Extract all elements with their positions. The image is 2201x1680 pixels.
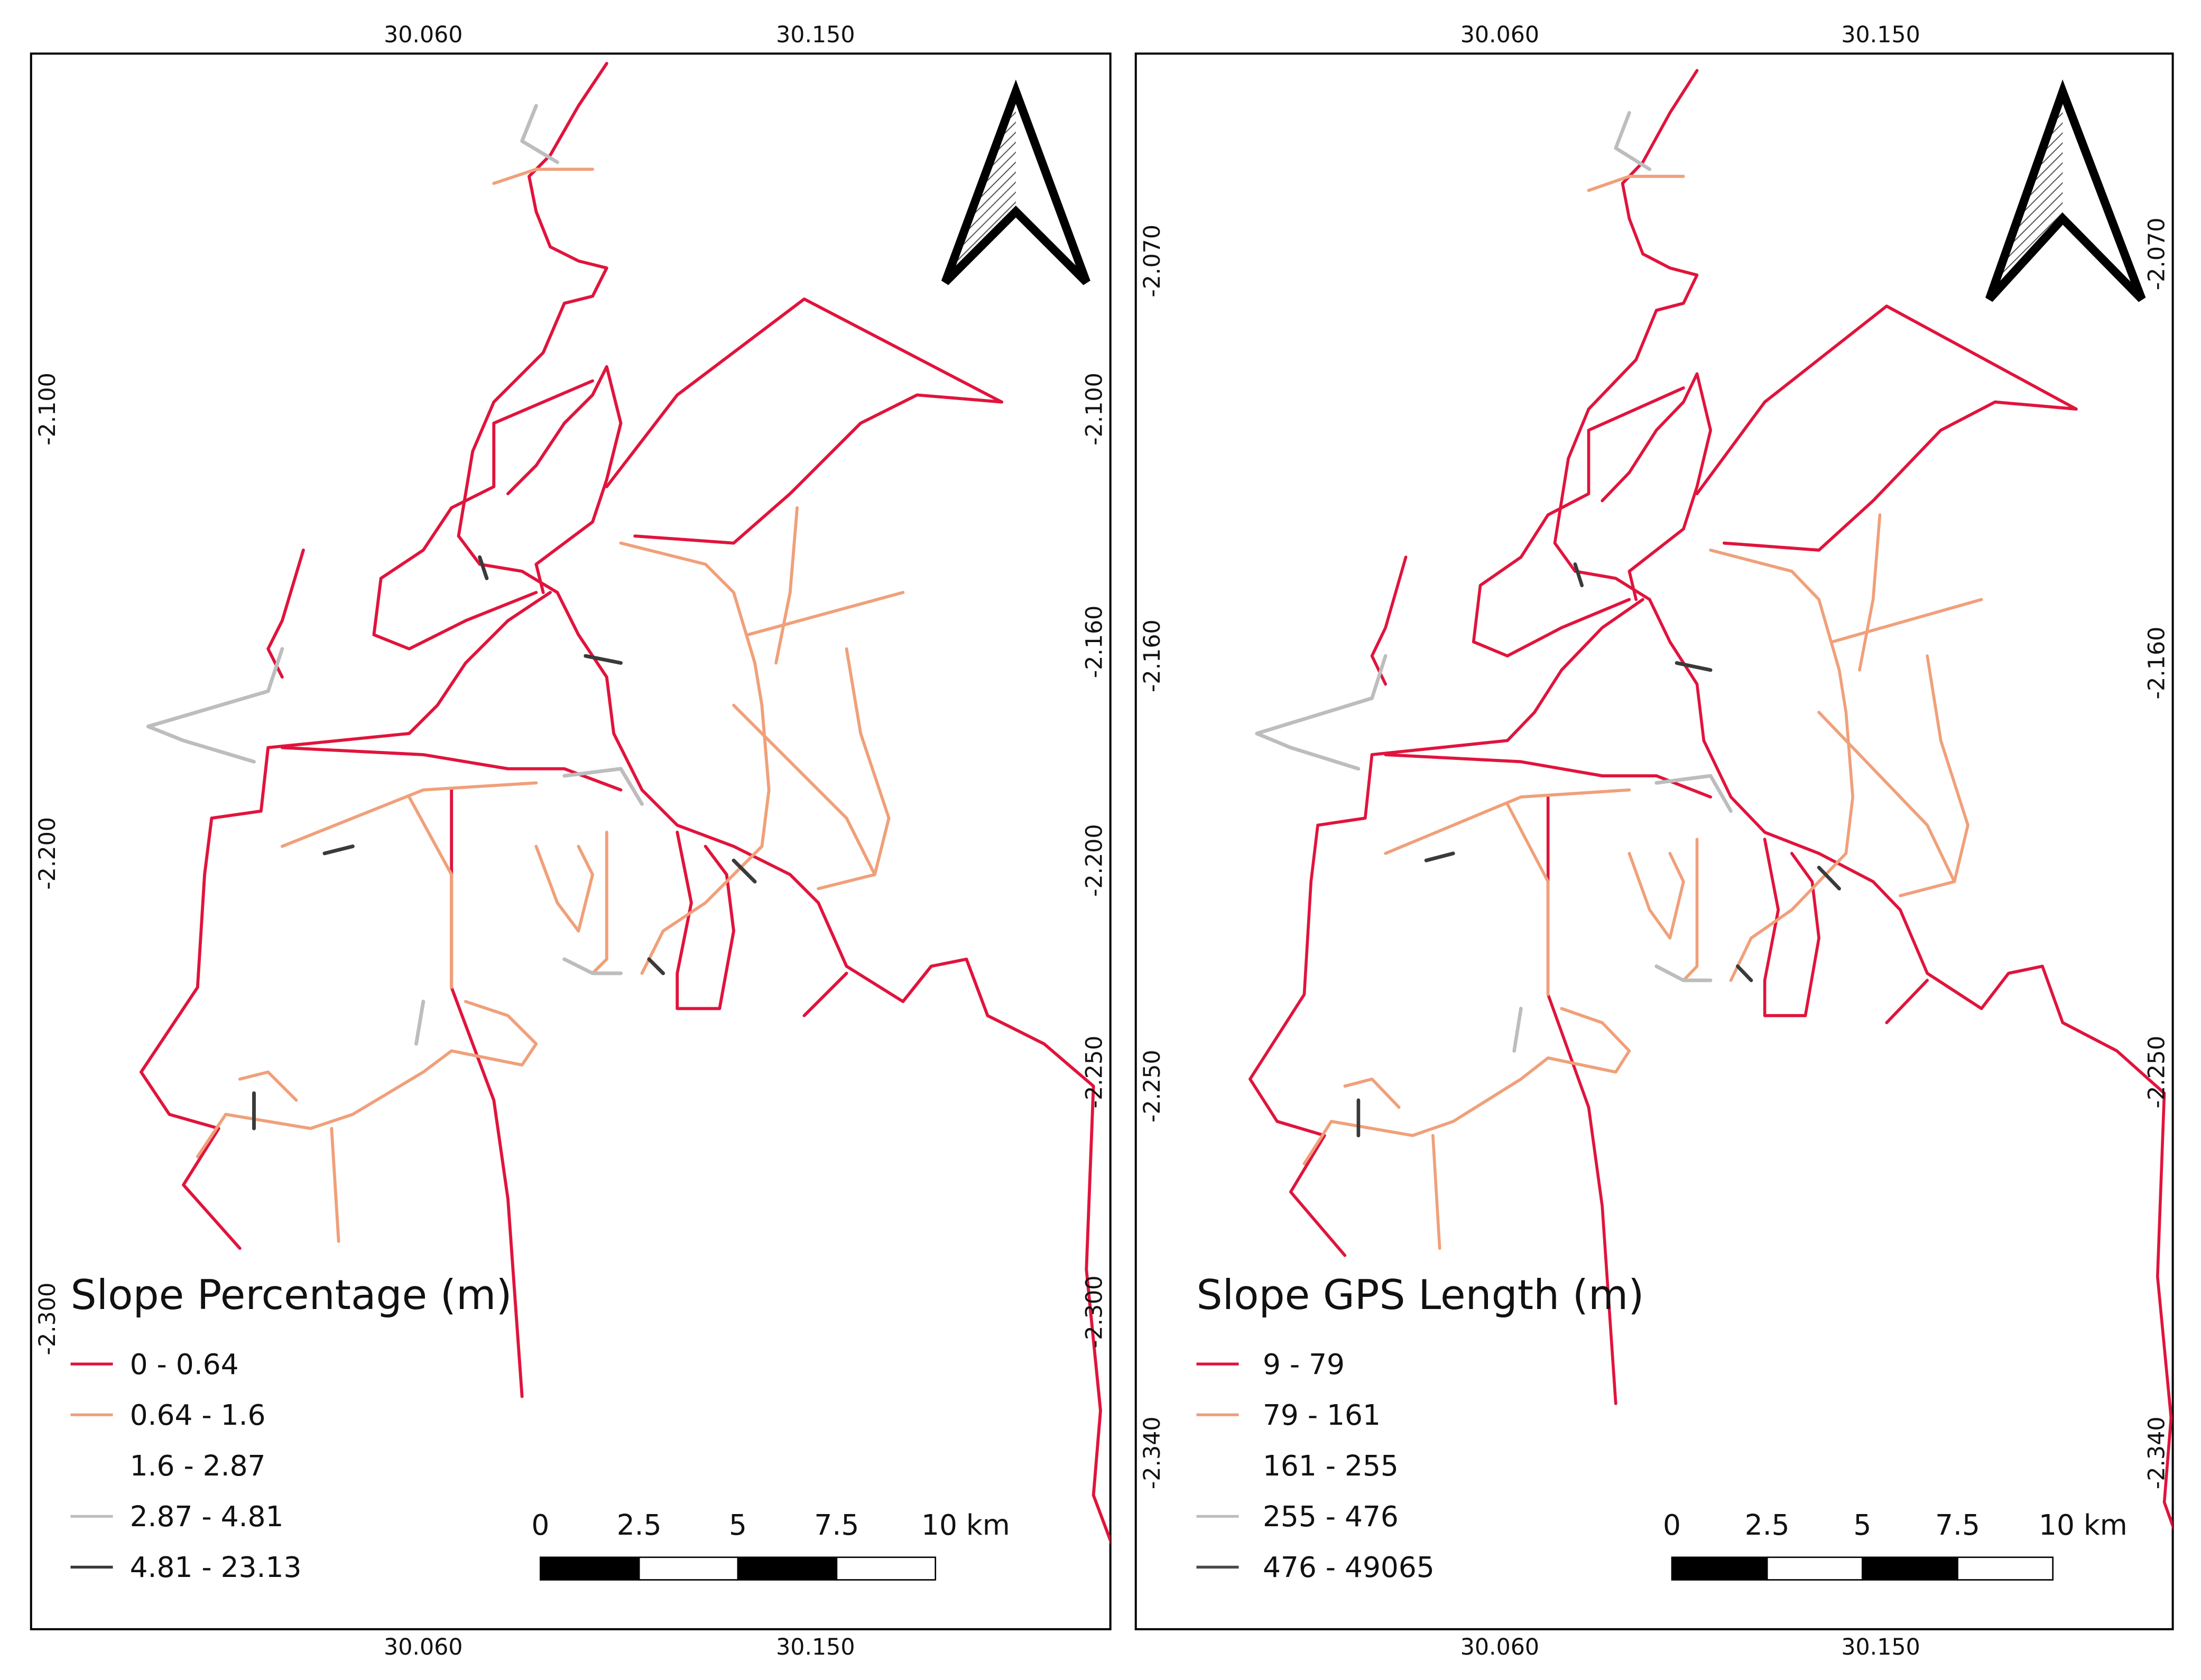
road (520, 104, 559, 164)
road (238, 1070, 298, 1102)
road (591, 830, 608, 975)
road (584, 654, 623, 665)
legend-label: 476 - 49065 (1263, 1551, 1435, 1584)
map-frame (30, 52, 1112, 1630)
road (562, 767, 644, 806)
longitude-label: 30.060 (1460, 1634, 1539, 1660)
latitude-label: -2.160 (1081, 606, 1108, 679)
north-arrow (941, 79, 1090, 285)
latitude-label: -2.070 (2144, 218, 2170, 291)
road (492, 168, 595, 185)
road (732, 703, 876, 890)
longitude-label: 30.150 (1841, 1634, 1920, 1660)
scale-bar-segment (836, 1556, 937, 1581)
latitude-label: -2.300 (34, 1283, 61, 1356)
latitude-label: -2.160 (2144, 627, 2170, 700)
latitude-label: -2.100 (34, 373, 61, 445)
legend-label: 4.81 - 23.13 (130, 1551, 302, 1584)
longitude-label: 30.060 (1460, 22, 1539, 48)
scale-bar-label: 0 (1663, 1508, 1681, 1542)
road (562, 957, 623, 976)
road (414, 999, 426, 1046)
scale-bar-segment (1957, 1556, 2054, 1581)
road (845, 647, 891, 876)
longitude-label: 30.150 (776, 22, 855, 48)
scale-bar-label: 10 km (921, 1508, 1010, 1542)
road (534, 844, 595, 933)
road (605, 297, 1004, 545)
longitude-label: 30.060 (384, 1634, 463, 1660)
legend-label: 0.64 - 1.6 (130, 1398, 266, 1432)
north-arrow (1985, 79, 2146, 302)
scale-bar-label: 5 (729, 1508, 747, 1542)
road (746, 591, 905, 637)
legend-label: 79 - 161 (1263, 1398, 1381, 1432)
road-network (140, 62, 1111, 1545)
legend-label: 0 - 0.64 (130, 1348, 239, 1381)
road (619, 541, 771, 975)
longitude-label: 30.150 (776, 1634, 855, 1660)
road (266, 549, 305, 679)
road (196, 1000, 538, 1158)
scale-bar-segment (1862, 1556, 1958, 1581)
latitude-label: -2.200 (1081, 824, 1108, 897)
map-frame (1134, 52, 2174, 1630)
legend-label: 9 - 79 (1263, 1348, 1345, 1381)
longitude-label: 30.060 (384, 22, 463, 48)
legend-label: 1.6 - 2.87 (130, 1449, 266, 1482)
road (372, 379, 595, 651)
latitude-label: -2.250 (1139, 1050, 1166, 1122)
legend-label: 255 - 476 (1263, 1500, 1399, 1533)
scale-bar-label: 0 (531, 1508, 549, 1542)
legend-label: 2.87 - 4.81 (130, 1500, 284, 1533)
scale-bar-label: 2.5 (617, 1508, 662, 1542)
road (802, 971, 848, 1017)
latitude-label: -2.250 (2144, 1036, 2170, 1109)
scale-bar-segment (539, 1556, 640, 1581)
road (506, 365, 623, 594)
latitude-label: -2.070 (1139, 225, 1166, 298)
road (774, 506, 799, 665)
road (478, 555, 489, 580)
scale-bar-label: 7.5 (814, 1508, 859, 1542)
scale-bar-segment (638, 1556, 739, 1581)
road (280, 781, 538, 848)
road (140, 591, 552, 1250)
longitude-label: 30.150 (1841, 22, 1920, 48)
latitude-label: -2.160 (1139, 619, 1166, 692)
latitude-label: -2.250 (1081, 1036, 1108, 1109)
road (732, 858, 757, 884)
legend-title: Slope GPS Length (m) (1197, 1271, 1644, 1319)
latitude-label: -2.100 (1081, 373, 1108, 445)
road (647, 957, 665, 976)
scale-bar-segment (1671, 1556, 1768, 1581)
road (330, 1127, 340, 1243)
scale-bar-segment (1766, 1556, 1863, 1581)
scale-bar-label: 10 km (2039, 1508, 2128, 1542)
road (146, 647, 284, 764)
latitude-label: -2.200 (34, 817, 61, 890)
latitude-label: -2.300 (1081, 1276, 1108, 1349)
road (322, 844, 355, 856)
road (408, 795, 454, 989)
latitude-label: -2.340 (1139, 1416, 1166, 1489)
scale-bar-label: 2.5 (1745, 1508, 1790, 1542)
legend-title: Slope Percentage (m) (70, 1271, 512, 1319)
legend-label: 161 - 255 (1263, 1449, 1399, 1482)
latitude-label: -2.340 (2144, 1416, 2170, 1489)
road (280, 746, 623, 792)
scale-bar-label: 7.5 (1935, 1508, 1980, 1542)
scale-bar-label: 5 (1853, 1508, 1871, 1542)
scale-bar-segment (737, 1556, 838, 1581)
